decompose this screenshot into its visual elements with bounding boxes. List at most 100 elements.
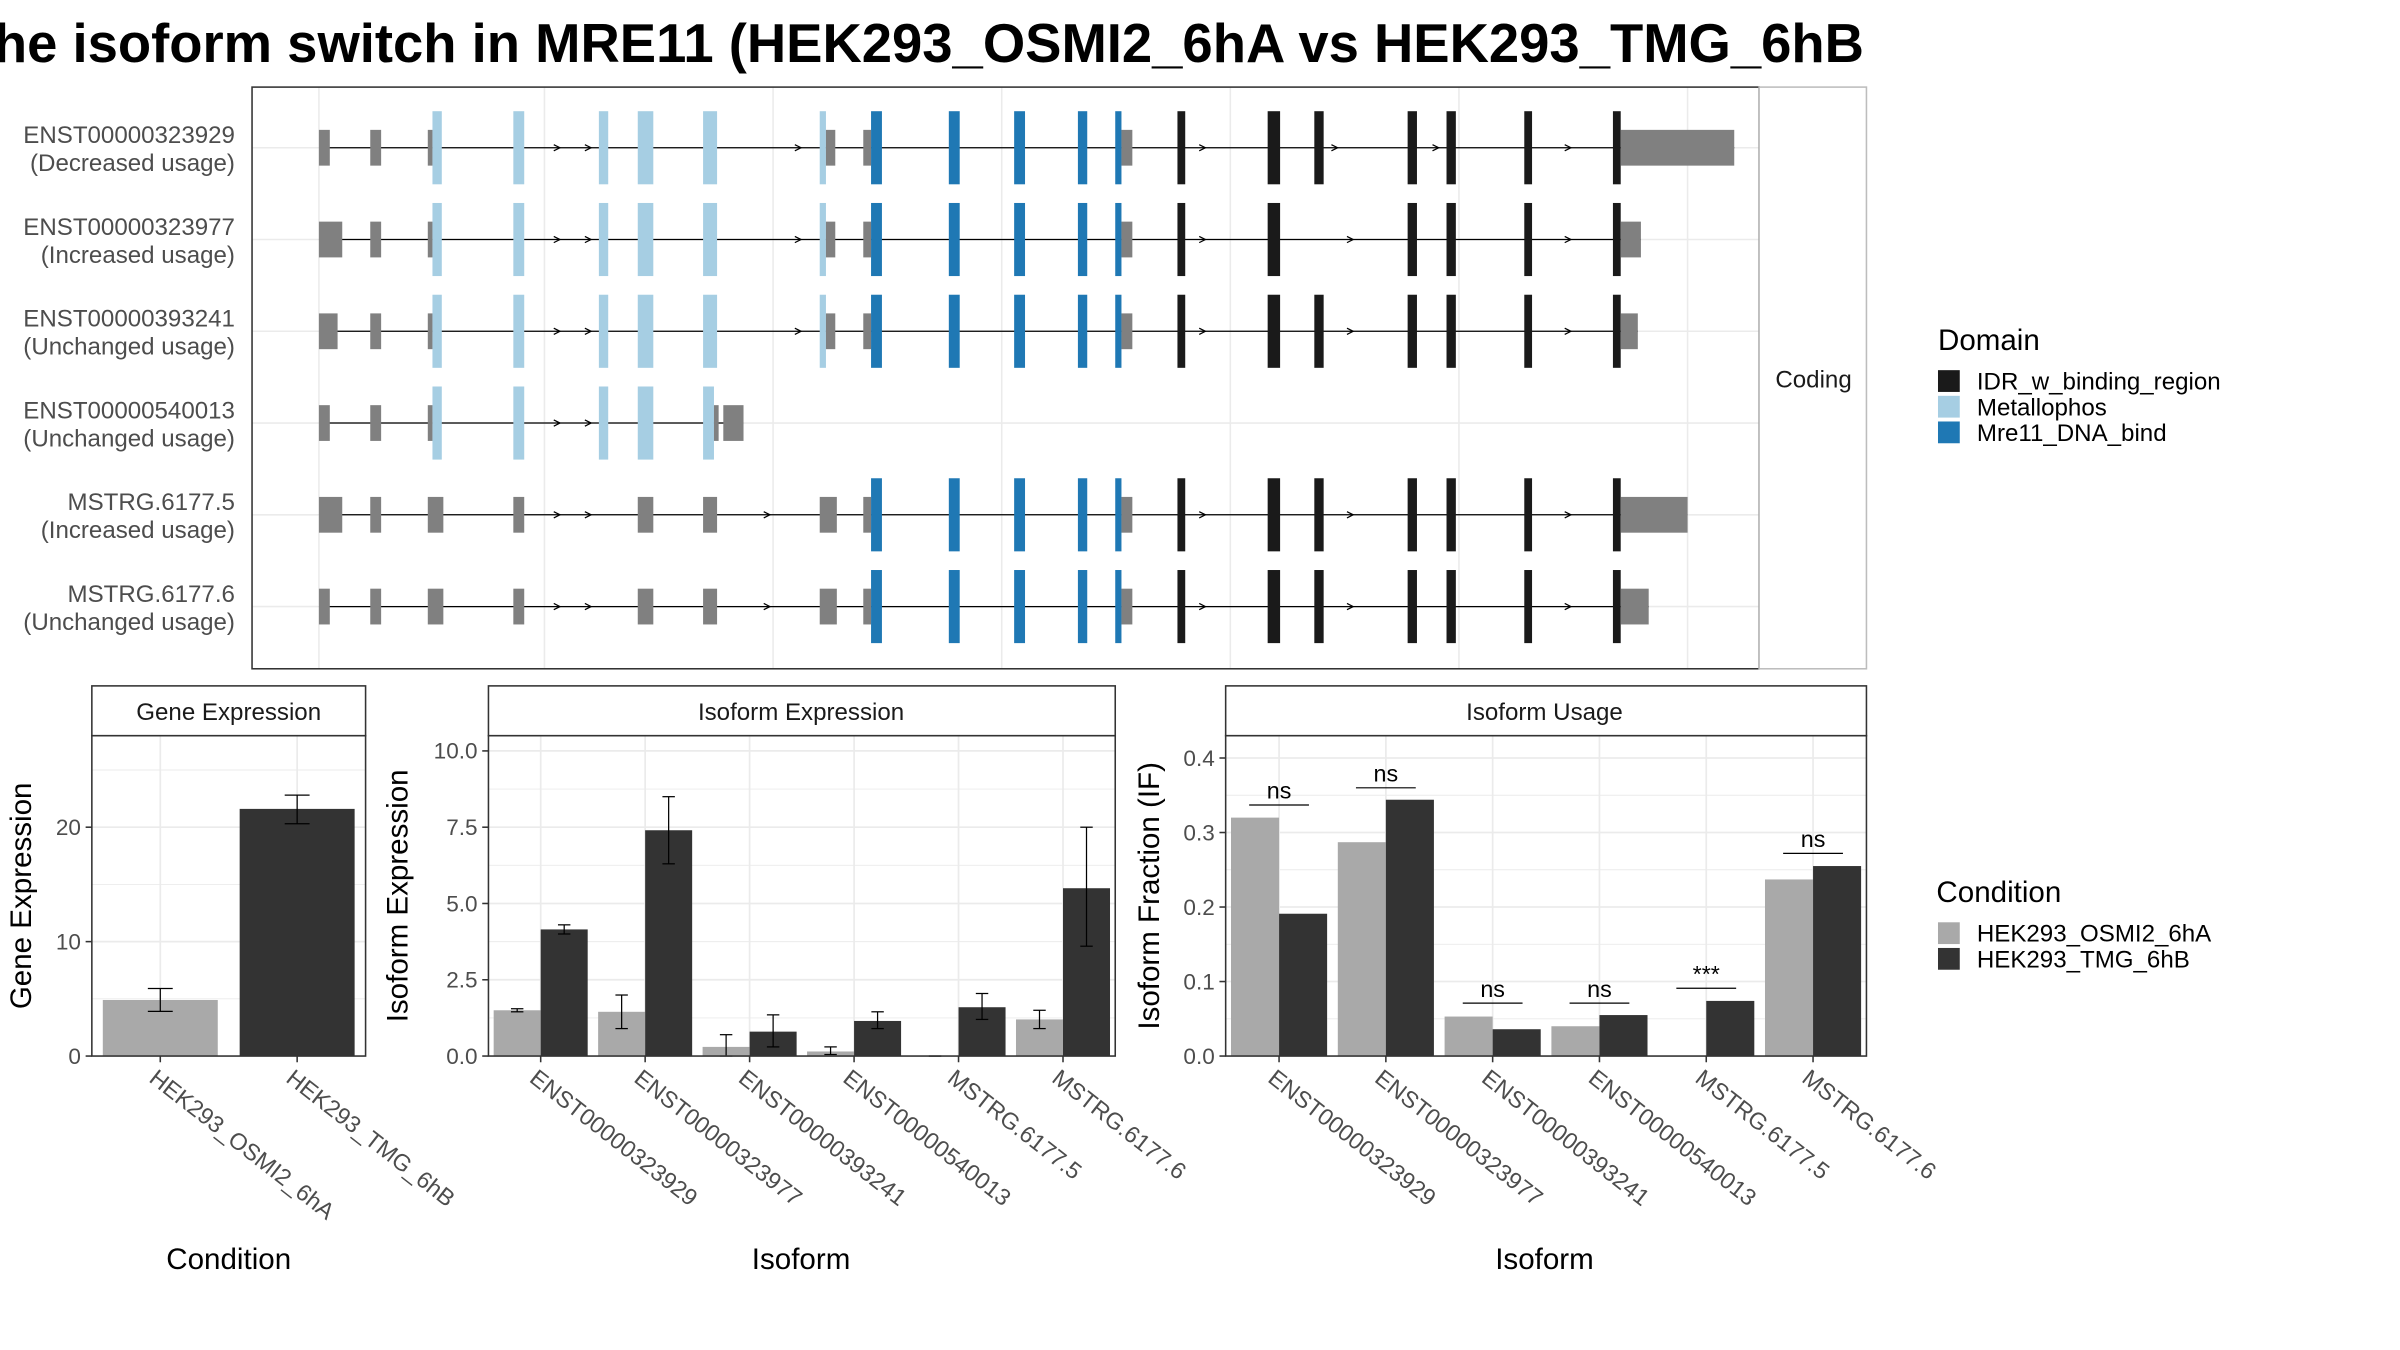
mre11-dna-bind-domain-exon [1115, 202, 1122, 277]
y-tick-label: 0.0 [1183, 1044, 1214, 1069]
metallophos-domain-exon [703, 202, 718, 277]
idr-binding-region-exon [1267, 478, 1281, 552]
utr-exon [863, 588, 872, 625]
bar [239, 808, 355, 1057]
utr-exon [1620, 496, 1688, 533]
y-tick-label: 0.1 [1183, 969, 1214, 994]
metallophos-domain-exon [432, 294, 442, 368]
panel-title: Gene Expression [136, 699, 321, 726]
bar [1764, 879, 1814, 1057]
condition-legend-swatch [1937, 947, 1960, 970]
strand-arrow [1198, 511, 1207, 519]
idr-binding-region-exon [1177, 294, 1186, 368]
y-axis-label: Isoform Fraction (IF) [1133, 762, 1166, 1030]
transcript-usage-label: (Unchanged usage) [23, 334, 235, 361]
transcript-usage-label: (Unchanged usage) [23, 609, 235, 636]
transcript-usage-label: (Increased usage) [41, 242, 235, 269]
utr-exon [318, 129, 330, 166]
transcript-usage-label: (Decreased usage) [30, 150, 235, 177]
metallophos-domain-exon [819, 294, 826, 368]
y-tick-label: 0 [68, 1044, 81, 1069]
transcript-id-label: MSTRG.6177.6 [68, 581, 235, 608]
domain-legend-swatch [1937, 370, 1960, 392]
chart-panel-2: ns ns ns ns *** ns Isoform Usage 0.0 0.1 0.2 0.3 0.… [1133, 685, 1941, 1276]
idr-binding-region-exon [1524, 202, 1533, 277]
utr-exon [825, 129, 836, 166]
utr-exon [825, 221, 836, 258]
strand-arrow [1346, 235, 1355, 244]
bar [540, 929, 588, 1057]
mre11-dna-bind-domain-exon [871, 478, 882, 552]
strand-arrow [794, 144, 803, 152]
strand-arrow [553, 511, 562, 519]
utr-exon [1121, 496, 1133, 533]
strand-arrow [1346, 511, 1355, 519]
mre11-dna-bind-domain-exon [1115, 478, 1122, 552]
y-tick-label: 20 [56, 815, 81, 840]
utr-exon [1121, 129, 1133, 166]
metallophos-domain-exon [513, 111, 525, 185]
utr-exon [863, 221, 872, 258]
metallophos-domain-exon [637, 202, 654, 277]
utr-exon [370, 129, 382, 166]
transcript-panel-background [252, 87, 1760, 669]
utr-exon [427, 405, 433, 441]
utr-exon [370, 313, 382, 350]
idr-binding-region-exon [1524, 294, 1533, 368]
idr-binding-region-exon [1446, 478, 1456, 552]
significance-label: ns [1480, 976, 1505, 1002]
strand-arrow [763, 511, 772, 519]
significance-label: ns [1587, 976, 1612, 1002]
utr-exon [427, 221, 433, 258]
mre11-dna-bind-domain-exon [1077, 570, 1088, 644]
mre11-dna-bind-domain-exon [1077, 202, 1088, 277]
strand-arrow [1331, 144, 1340, 152]
mre11-dna-bind-domain-exon [948, 202, 960, 277]
utr-exon [427, 313, 433, 350]
strand-arrow [553, 419, 562, 427]
x-tick-label: ENST00000323977 [630, 1064, 807, 1211]
y-tick-label: 10 [56, 929, 81, 954]
condition-legend-label: HEK293_TMG_6hB [1977, 946, 2190, 973]
metallophos-domain-exon [432, 202, 442, 277]
metallophos-domain-exon [513, 202, 525, 277]
bar [645, 830, 693, 1057]
domain-legend-label: Mre11_DNA_bind [1977, 420, 2167, 447]
strand-arrow [553, 144, 562, 152]
utr-exon [863, 129, 872, 166]
domain-legend-swatch [1937, 421, 1960, 444]
y-tick-label: 2.5 [446, 968, 477, 993]
metallophos-domain-exon [637, 111, 654, 185]
metallophos-domain-exon [598, 202, 609, 277]
mre11-dna-bind-domain-exon [1014, 111, 1026, 185]
legends: Domain IDR_w_binding_regionMetallophosMre… [1936, 324, 2220, 973]
idr-binding-region-exon [1407, 570, 1417, 644]
utr-exon [1620, 313, 1638, 350]
mre11-dna-bind-domain-exon [948, 570, 960, 644]
utr-exon [825, 313, 836, 350]
bar [1599, 1015, 1648, 1057]
utr-exon [637, 588, 654, 625]
domain-legend-label: IDR_w_binding_region [1977, 369, 2221, 396]
idr-binding-region-exon [1407, 294, 1417, 368]
strand-arrow [1564, 511, 1573, 519]
idr-binding-region-exon [1177, 202, 1186, 277]
idr-binding-region-exon [1407, 111, 1417, 185]
panel-strip [487, 685, 1117, 737]
idr-binding-region-exon [1524, 478, 1533, 552]
idr-binding-region-exon [1314, 570, 1324, 644]
strand-arrow [584, 511, 593, 519]
utr-exon [427, 129, 433, 166]
figure-title: he isoform switch in MRE11 (HEK293_OSMI2… [0, 13, 1864, 74]
metallophos-domain-exon [432, 386, 442, 460]
idr-binding-region-exon [1177, 570, 1186, 644]
bar [1551, 1026, 1600, 1057]
strand-arrow [1564, 327, 1573, 335]
utr-exon [1620, 588, 1649, 625]
idr-binding-region-exon [1612, 111, 1621, 185]
strand-arrow [1564, 144, 1573, 152]
transcript-id-label: MSTRG.6177.5 [68, 489, 235, 516]
